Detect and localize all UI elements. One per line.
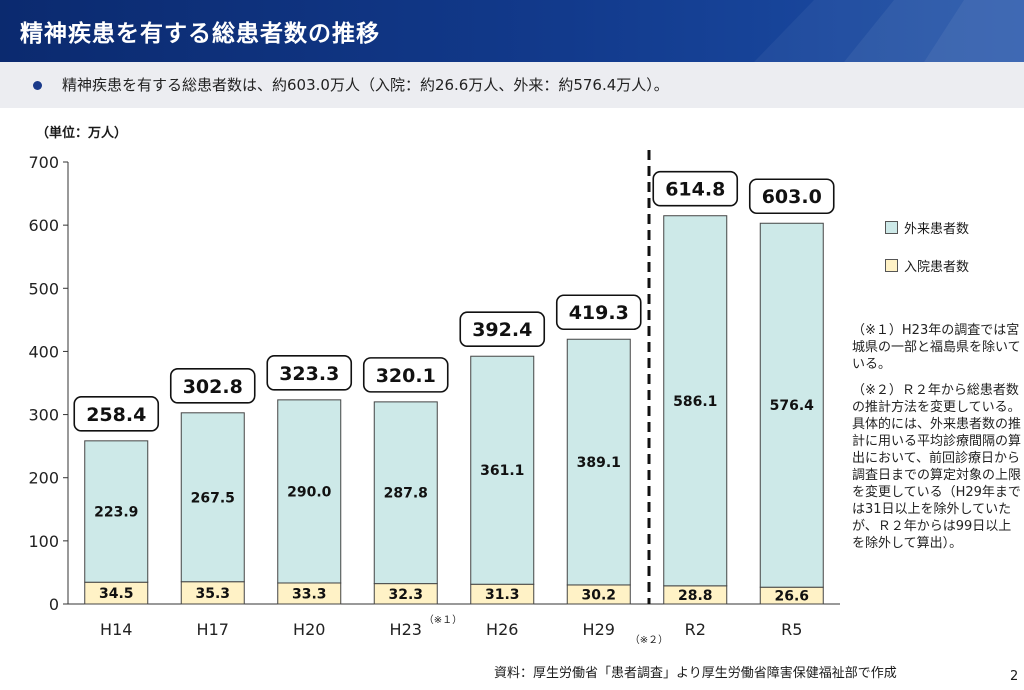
bar-outpatient xyxy=(566,338,631,586)
bar-outpatient xyxy=(470,355,535,585)
y-tick-label: 200 xyxy=(28,469,59,488)
bar-outpatient xyxy=(180,412,245,583)
y-tick-label: 0 xyxy=(49,595,59,614)
summary-text: 精神疾患を有する総患者数は、約603.0万人（入院：約26.6万人、外来：約57… xyxy=(62,76,669,94)
legend-inpatient: 入院患者数 xyxy=(885,256,969,275)
total-callout-box xyxy=(459,311,546,348)
inpatient-value-label: 35.3 xyxy=(195,586,230,602)
total-value-label: 258.4 xyxy=(86,404,146,426)
total-value-label: 603.0 xyxy=(762,186,822,208)
total-callout-box xyxy=(266,355,353,391)
total-callout-box xyxy=(652,170,739,207)
y-tick-label: 700 xyxy=(28,153,59,172)
page-number: 2 xyxy=(1010,669,1019,684)
header-decoration xyxy=(754,0,1024,62)
bar-outpatient xyxy=(663,215,728,587)
x-category-note: （※１） xyxy=(424,614,462,626)
slide-title: 精神疾患を有する総患者数の推移 xyxy=(20,21,380,47)
total-callout-box xyxy=(555,294,642,331)
source-credit: 資料：厚生労働省「患者調査」より厚生労働省障害保健福祉部で作成 xyxy=(494,666,897,681)
y-tick-label: 300 xyxy=(28,406,59,425)
inpatient-value-label: 31.3 xyxy=(485,587,520,603)
divider-note: （※２） xyxy=(630,634,668,646)
inpatient-value-label: 34.5 xyxy=(99,586,134,602)
y-tick-label: 400 xyxy=(28,342,59,361)
inpatient-value-label: 26.6 xyxy=(774,589,809,605)
x-category-label: R2 xyxy=(685,620,706,639)
outpatient-value-label: 389.1 xyxy=(577,455,621,471)
inpatient-value-label: 30.2 xyxy=(581,587,616,603)
x-category-label: H26 xyxy=(486,620,518,639)
inpatient-value-label: 28.8 xyxy=(678,588,713,604)
legend-swatch-outpatient xyxy=(885,221,898,234)
total-value-label: 419.3 xyxy=(569,302,629,324)
bullet-icon xyxy=(33,81,42,90)
slide-header: 精神疾患を有する総患者数の推移 xyxy=(0,0,1024,62)
x-category-label: H23 xyxy=(390,620,422,639)
outpatient-value-label: 267.5 xyxy=(191,490,235,506)
outpatient-value-label: 576.4 xyxy=(770,398,815,414)
total-callout-box xyxy=(73,396,160,432)
total-callout-box xyxy=(362,357,449,393)
bar-outpatient xyxy=(759,222,824,588)
total-value-label: 614.8 xyxy=(665,179,725,201)
bar-outpatient xyxy=(277,399,342,584)
bar-outpatient xyxy=(84,440,149,583)
y-tick-label: 100 xyxy=(28,532,59,551)
inpatient-value-label: 32.3 xyxy=(388,587,423,603)
outpatient-value-label: 223.9 xyxy=(94,505,138,521)
footnote-2: （※２）Ｒ２年から総患者数の推計方法を変更している。具体的には、外来患者数の推計… xyxy=(852,383,1022,551)
footnote-1: （※１）H23年の調査では宮城県の一部と福島県を除いている。 xyxy=(852,323,1021,372)
legend-outpatient: 外来患者数 xyxy=(885,218,969,237)
outpatient-value-label: 586.1 xyxy=(673,394,717,410)
outpatient-value-label: 287.8 xyxy=(384,486,428,502)
legend-label-outpatient: 外来患者数 xyxy=(904,222,970,237)
summary-bar: 精神疾患を有する総患者数は、約603.0万人（入院：約26.6万人、外来：約57… xyxy=(0,62,1024,108)
total-value-label: 392.4 xyxy=(472,319,532,341)
x-category-label: H17 xyxy=(197,620,229,639)
total-value-label: 320.1 xyxy=(376,365,436,387)
x-category-label: H14 xyxy=(100,620,132,639)
inpatient-value-label: 33.3 xyxy=(292,586,327,602)
total-callout-box xyxy=(169,368,256,404)
x-category-label: R5 xyxy=(781,620,802,639)
y-tick-label: 500 xyxy=(28,279,59,298)
legend-swatch-inpatient xyxy=(885,259,898,272)
y-tick-label: 600 xyxy=(28,216,59,235)
bar-outpatient xyxy=(373,401,438,585)
legend-label-inpatient: 入院患者数 xyxy=(904,260,970,275)
outpatient-value-label: 361.1 xyxy=(480,463,524,479)
unit-label: （単位：万人） xyxy=(36,126,128,141)
total-callout-box xyxy=(748,178,835,215)
total-value-label: 323.3 xyxy=(279,363,339,385)
total-value-label: 302.8 xyxy=(183,376,243,398)
outpatient-value-label: 290.0 xyxy=(287,484,332,500)
x-category-label: H20 xyxy=(293,620,325,639)
x-category-label: H29 xyxy=(583,620,615,639)
